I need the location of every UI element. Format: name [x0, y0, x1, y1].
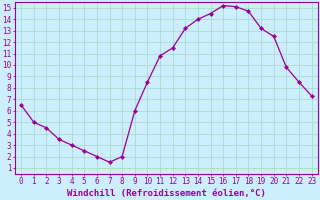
- X-axis label: Windchill (Refroidissement éolien,°C): Windchill (Refroidissement éolien,°C): [67, 189, 266, 198]
